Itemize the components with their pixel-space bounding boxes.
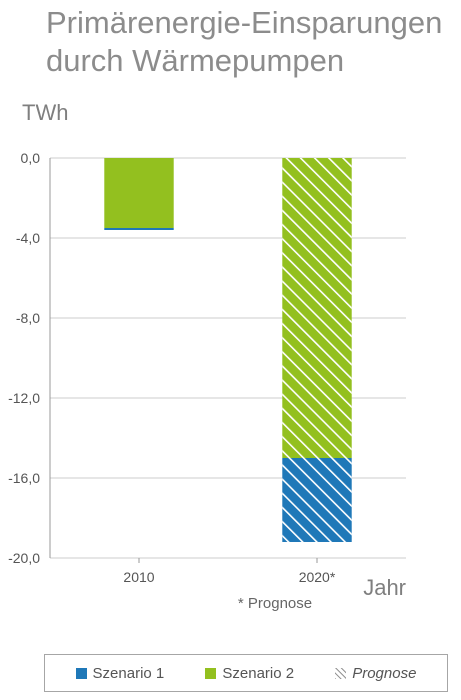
y-tick-label-4: -16,0 (8, 470, 40, 486)
chart-legend: Szenario 1 Szenario 2 Prognose (44, 654, 448, 692)
bar-szenario-1-0 (104, 228, 174, 230)
bar-hatch-szenario-2-1 (282, 158, 352, 458)
legend-swatch-prognose (335, 667, 347, 679)
bar-hatch-szenario-1-1 (282, 458, 352, 542)
legend-item-prognose: Prognose (335, 665, 416, 682)
y-axis-unit-label: TWh (22, 100, 68, 125)
y-tick-label-0: 0,0 (21, 150, 41, 166)
chart-title-line-1: Primärenergie-Einsparungen (46, 5, 443, 40)
bar-szenario-2-0 (104, 158, 174, 228)
legend-swatch-szenario-1 (75, 667, 87, 679)
legend-swatch-szenario-2 (205, 667, 217, 679)
chart-title-line-2: durch Wärmepumpen (46, 43, 345, 78)
legend-label-szenario-1: Szenario 1 (92, 664, 165, 682)
y-tick-label-3: -12,0 (8, 390, 40, 406)
forecast-note: * Prognose (238, 595, 312, 612)
bar-chart: TWh 0,0 -4,0 -8,0 -12,0 -16,0 -20,0 2010 2020*… (8, 100, 406, 612)
y-tick-label-2: -8,0 (16, 310, 40, 326)
legend-item-szenario-1: Szenario 1 (75, 664, 165, 682)
x-tick-label-0: 2010 (123, 569, 154, 585)
x-axis-label: Jahr (363, 575, 406, 600)
legend-label-prognose: Prognose (352, 664, 417, 682)
y-tick-label-1: -4,0 (16, 230, 40, 246)
chart-title: Primärenergie-Einsparungen durch Wärmepu… (46, 4, 456, 80)
legend-label-szenario-2: Szenario 2 (222, 664, 295, 682)
y-tick-label-5: -20,0 (8, 550, 40, 566)
x-tick-label-1: 2020* (299, 569, 336, 585)
legend-item-szenario-2: Szenario 2 (205, 665, 294, 682)
